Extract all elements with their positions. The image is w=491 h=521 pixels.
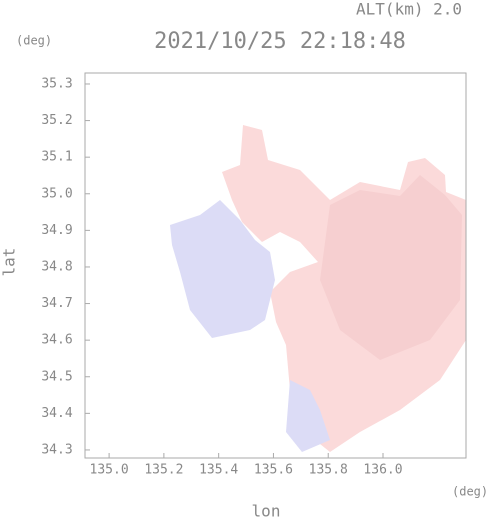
x-tick-label: 135.6 [254,463,293,478]
y-axis-label: lat [0,248,19,277]
y-tick-label: 35.3 [41,76,72,91]
x-unit: (deg) [452,485,488,499]
altitude: ALT(km) 2.0 [356,0,462,19]
radar-field [170,125,466,452]
y-tick-label: 34.7 [41,296,72,311]
y-unit: (deg) [16,34,52,48]
chart-title: 2021/10/25 22:18:48 [154,29,406,54]
y-tick-label: 35.2 [41,113,72,128]
y-tick-label: 34.9 [41,223,72,238]
y-tick-label: 34.5 [41,369,72,384]
y-tick-label: 34.6 [41,333,72,348]
negative-velocity [170,200,275,338]
x-tick-label: 135.8 [309,463,348,478]
negative-velocity-south [286,380,330,452]
positive-velocity-core [320,175,462,360]
y-tick-label: 34.4 [41,406,72,421]
x-axis-label: lon [252,502,281,521]
x-tick-label: 135.0 [90,463,129,478]
y-tick-label: 34.8 [41,259,72,274]
x-tick-label: 135.4 [199,463,238,478]
x-tick-label: 136.0 [363,463,402,478]
y-tick-label: 35.1 [41,150,72,165]
plot-frame [84,72,467,459]
y-tick-label: 35.0 [41,186,72,201]
y-tick-label: 34.3 [41,442,72,457]
x-tick-label: 135.2 [144,463,183,478]
